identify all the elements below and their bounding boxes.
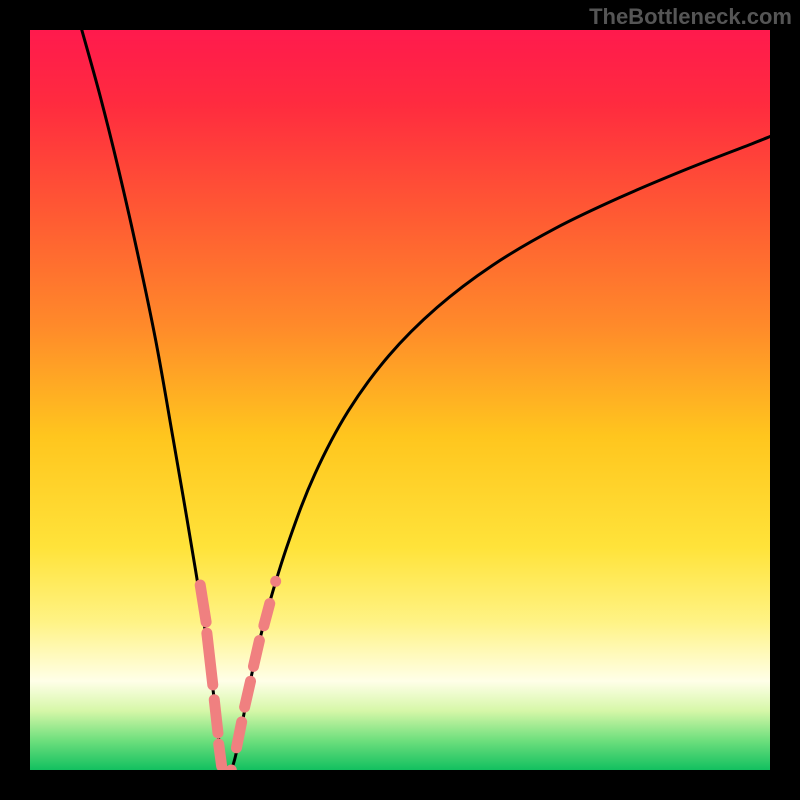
marker-left-2	[214, 700, 218, 733]
marker-left-0	[200, 585, 206, 622]
plot-svg	[30, 30, 770, 770]
chart-frame: TheBottleneck.com	[0, 0, 800, 800]
marker-left-1	[207, 633, 213, 685]
marker-right-3	[264, 604, 270, 626]
marker-right-2	[253, 641, 259, 667]
marker-left-3	[219, 744, 222, 766]
marker-right-4	[270, 576, 281, 587]
marker-right-1	[245, 681, 251, 707]
watermark-text: TheBottleneck.com	[589, 4, 792, 30]
marker-right-0	[236, 722, 241, 748]
plot-area	[30, 30, 770, 770]
gradient-background	[30, 30, 770, 770]
